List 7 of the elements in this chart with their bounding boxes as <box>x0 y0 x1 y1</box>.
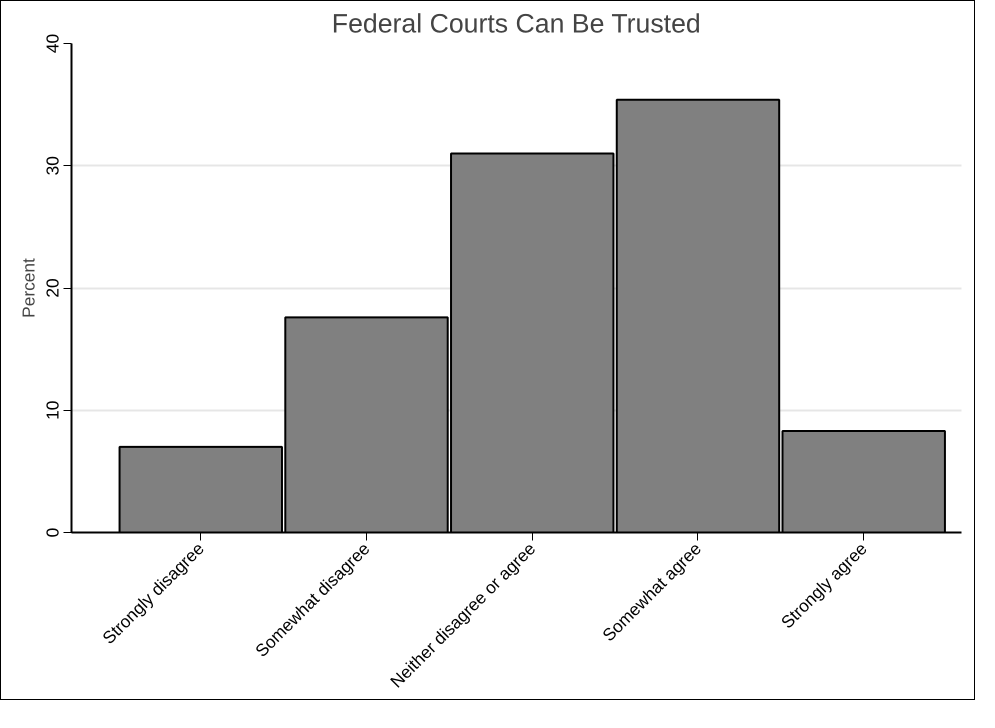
y-tick-label: 30 <box>42 156 62 176</box>
chart-title: Federal Courts Can Be Trusted <box>332 8 701 38</box>
y-tick-label: 0 <box>42 528 62 538</box>
y-axis-title: Percent <box>18 258 38 318</box>
y-tick-label: 40 <box>42 34 62 54</box>
y-tick-label: 20 <box>42 278 62 298</box>
y-tick-label: 10 <box>42 400 62 420</box>
